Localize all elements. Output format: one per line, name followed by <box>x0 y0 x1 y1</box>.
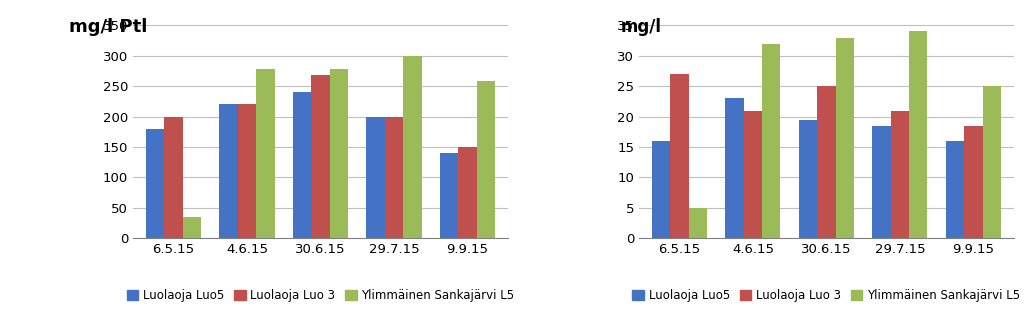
Bar <box>440 153 459 238</box>
Bar <box>983 86 1000 238</box>
Bar <box>909 31 928 238</box>
Bar <box>182 217 201 238</box>
Legend: Luolaoja Luo5, Luolaoja Luo 3, Ylimmäinen Sankajärvi L5: Luolaoja Luo5, Luolaoja Luo 3, Ylimmäine… <box>122 285 519 307</box>
Bar <box>146 129 164 238</box>
Bar <box>238 105 256 238</box>
Legend: Luolaoja Luo5, Luolaoja Luo 3, Ylimmäinen Sankajärvi L5: Luolaoja Luo5, Luolaoja Luo 3, Ylimmäine… <box>628 285 1024 307</box>
Bar <box>385 117 403 238</box>
Bar <box>762 44 780 238</box>
Bar <box>836 38 854 238</box>
Text: mg/l: mg/l <box>621 18 662 36</box>
Bar <box>891 111 909 238</box>
Bar <box>743 111 762 238</box>
Bar <box>256 69 274 238</box>
Bar <box>688 208 707 238</box>
Bar <box>219 105 238 238</box>
Bar <box>367 117 385 238</box>
Bar <box>403 56 422 238</box>
Bar <box>725 98 743 238</box>
Bar <box>872 126 891 238</box>
Bar <box>476 81 495 238</box>
Bar <box>330 69 348 238</box>
Bar <box>671 74 688 238</box>
Bar <box>652 141 671 238</box>
Bar <box>946 141 965 238</box>
Bar <box>965 126 983 238</box>
Bar <box>311 75 330 238</box>
Bar <box>164 117 182 238</box>
Text: mg/l Ptl: mg/l Ptl <box>70 18 147 36</box>
Bar <box>817 86 836 238</box>
Bar <box>459 147 476 238</box>
Bar <box>293 92 311 238</box>
Bar <box>799 120 817 238</box>
